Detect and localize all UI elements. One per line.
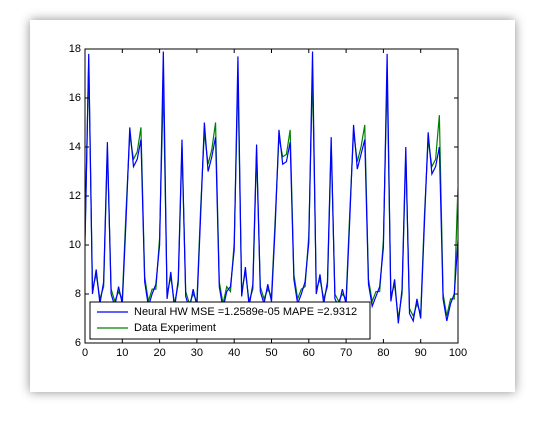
x-tick-label: 0 [82, 347, 88, 359]
x-tick-label: 100 [449, 347, 467, 359]
legend-label: Neural HW MSE =1.2589e-05 MAPE =2.9312 [134, 306, 357, 318]
y-tick-label: 8 [75, 288, 81, 300]
y-tick-label: 14 [69, 141, 81, 153]
x-tick-label: 90 [415, 347, 427, 359]
legend-label: Data Experiment [134, 322, 216, 334]
y-tick-label: 6 [75, 337, 81, 349]
x-tick-label: 80 [377, 347, 389, 359]
legend-box [89, 301, 371, 340]
x-tick-label: 10 [116, 347, 128, 359]
y-tick-label: 12 [69, 190, 81, 202]
x-tick-label: 30 [191, 347, 203, 359]
x-tick-label: 50 [265, 347, 277, 359]
y-tick-label: 16 [69, 92, 81, 104]
x-tick-label: 20 [153, 347, 165, 359]
y-tick-label: 18 [69, 43, 81, 55]
x-tick-label: 70 [340, 347, 352, 359]
series-line [85, 51, 458, 324]
x-tick-label: 40 [228, 347, 240, 359]
x-tick-label: 60 [303, 347, 315, 359]
y-tick-label: 10 [69, 239, 81, 251]
